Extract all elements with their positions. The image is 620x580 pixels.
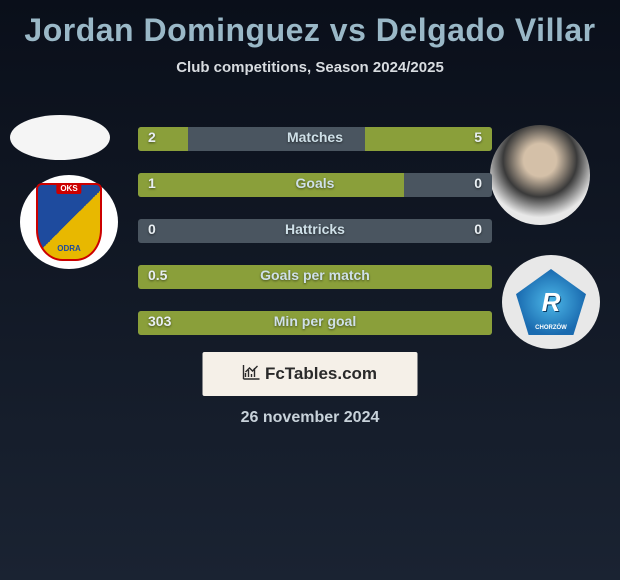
club-right-logo: R xyxy=(502,255,600,349)
ruch-shield-icon: R xyxy=(516,269,586,335)
stat-value-left: 2 xyxy=(148,129,156,145)
player-right-avatar xyxy=(490,125,590,225)
stat-label: Min per goal xyxy=(274,313,356,329)
branding-badge: FcTables.com xyxy=(203,352,418,396)
stat-value-left: 0 xyxy=(148,221,156,237)
club-left-logo xyxy=(20,175,118,269)
stat-label: Matches xyxy=(287,129,343,145)
stat-value-left: 1 xyxy=(148,175,156,191)
stat-value-right: 5 xyxy=(474,129,482,145)
bar-fill-left xyxy=(138,127,188,151)
stat-value-left: 303 xyxy=(148,313,171,329)
stat-row: 303 Min per goal xyxy=(138,311,492,335)
stat-label: Goals per match xyxy=(260,267,370,283)
branding-text: FcTables.com xyxy=(265,364,377,384)
stat-label: Goals xyxy=(296,175,335,191)
bar-fill-right xyxy=(365,127,492,151)
stat-row: 1 Goals 0 xyxy=(138,173,492,197)
odra-shield-icon xyxy=(36,183,102,261)
date-label: 26 november 2024 xyxy=(241,409,380,427)
stat-row: 0.5 Goals per match xyxy=(138,265,492,289)
subtitle: Club competitions, Season 2024/2025 xyxy=(0,59,620,76)
stat-row: 2 Matches 5 xyxy=(138,127,492,151)
stat-value-right: 0 xyxy=(474,175,482,191)
stat-value-right: 0 xyxy=(474,221,482,237)
stats-bars: 2 Matches 5 1 Goals 0 0 Hattricks 0 0.5 Goals per … xyxy=(138,127,492,357)
stat-row: 0 Hattricks 0 xyxy=(138,219,492,243)
stat-label: Hattricks xyxy=(285,221,345,237)
bar-fill-left xyxy=(138,173,404,197)
player-left-avatar xyxy=(10,115,110,160)
page-title: Jordan Dominguez vs Delgado Villar xyxy=(0,0,620,49)
chart-icon xyxy=(243,364,261,385)
stat-value-left: 0.5 xyxy=(148,267,167,283)
